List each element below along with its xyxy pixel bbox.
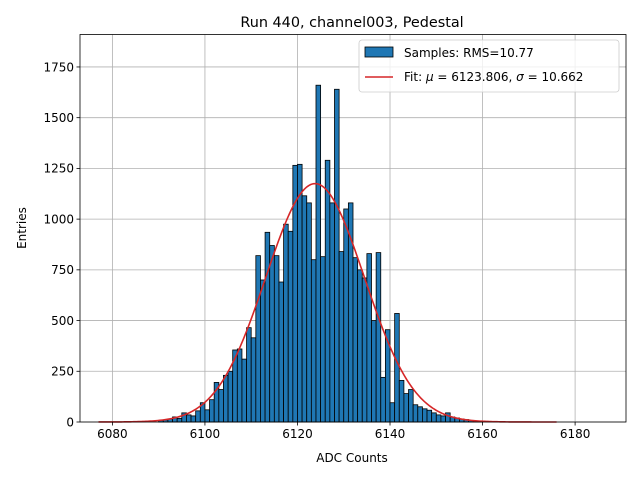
histogram-bar: [389, 402, 396, 423]
y-tick-label: 1000: [43, 212, 74, 226]
histogram-bar: [324, 159, 331, 423]
histogram-bar: [269, 245, 275, 423]
histogram-bar: [417, 406, 423, 423]
histogram-bar: [329, 202, 335, 423]
histogram-bar: [394, 313, 400, 423]
histogram-bar: [375, 252, 382, 423]
legend-fit-label: Fit: μ = 6123.806, σ = 10.662: [404, 70, 583, 84]
histogram-bar: [431, 412, 437, 423]
histogram-bar: [204, 409, 210, 423]
histogram-bar: [176, 417, 183, 423]
histogram-bar: [366, 253, 372, 423]
y-tick-label: 1750: [43, 60, 74, 74]
legend-samples-label: Samples: RMS=10.77: [404, 46, 534, 60]
histogram-bar: [297, 163, 303, 423]
y-tick-label: 1250: [43, 162, 74, 176]
histogram-bar: [440, 415, 446, 423]
histogram-bar: [343, 208, 349, 423]
x-axis-label: ADC Counts: [316, 451, 388, 465]
histogram-bar: [186, 414, 192, 423]
legend: Samples: RMS=10.77 Fit: μ = 6123.806, σ …: [358, 39, 620, 93]
histogram-bar: [255, 255, 261, 423]
y-tick-label: 750: [51, 263, 74, 277]
histogram-bar: [320, 256, 326, 423]
y-tick-label: 500: [51, 314, 74, 328]
histogram-bar: [334, 88, 340, 423]
histogram-bar: [273, 255, 280, 423]
histogram-bar: [315, 84, 322, 423]
histogram-bar: [278, 281, 284, 423]
histogram-bar: [250, 337, 257, 423]
histogram-bar: [264, 231, 271, 423]
x-tick-label: 6120: [282, 427, 313, 441]
histogram-bar: [223, 374, 229, 423]
histogram-bar: [352, 257, 359, 423]
histogram-bars: [158, 84, 483, 423]
gaussian-fit-curve: [98, 182, 557, 423]
histogram-bar: [361, 277, 368, 423]
histogram-bar: [435, 414, 442, 423]
chart-title: Run 440, channel003, Pedestal: [240, 15, 463, 31]
y-tick-label: 0: [66, 415, 74, 429]
x-tick-label: 6160: [467, 427, 498, 441]
histogram-bar: [310, 259, 317, 423]
histogram-bar: [190, 415, 197, 423]
histogram-bar: [426, 409, 433, 423]
histogram-bar: [371, 320, 377, 423]
histogram-bar: [301, 195, 308, 423]
histogram-bar: [408, 389, 414, 423]
histogram-bar: [241, 358, 247, 423]
histogram-bar: [227, 370, 234, 423]
histogram-bar: [195, 410, 201, 423]
x-axis-ticks: 6080 6100 6120 6140 6160 6180: [97, 422, 590, 441]
histogram-bar: [306, 202, 312, 423]
histogram-bar: [403, 393, 409, 423]
histogram-bar: [422, 408, 428, 423]
y-tick-label: 250: [51, 365, 74, 379]
y-axis-ticks: 0 250 500 750 1000 1250 1500 1750: [43, 60, 80, 429]
x-tick-label: 6100: [190, 427, 221, 441]
histogram-bar: [357, 269, 363, 423]
x-tick-label: 6180: [560, 427, 591, 441]
histogram-bar: [246, 327, 252, 423]
histogram-bar: [338, 251, 345, 423]
plot-frame: [79, 34, 627, 423]
histogram-bar: [398, 380, 405, 423]
histogram-bar: [236, 348, 243, 423]
y-tick-label: 1500: [43, 111, 74, 125]
histogram-bar: [209, 399, 215, 423]
x-tick-label: 6140: [375, 427, 406, 441]
histogram-bar: [218, 389, 224, 423]
x-tick-label: 6080: [97, 427, 128, 441]
histogram-bar: [287, 230, 294, 423]
legend-samples-swatch: [364, 46, 394, 58]
y-axis-label: Entries: [15, 207, 29, 249]
histogram-bar: [412, 404, 419, 423]
histogram-bar: [380, 376, 386, 423]
histogram-bar: [260, 279, 266, 423]
histogram-bar: [283, 223, 289, 423]
legend-box: [358, 39, 620, 93]
